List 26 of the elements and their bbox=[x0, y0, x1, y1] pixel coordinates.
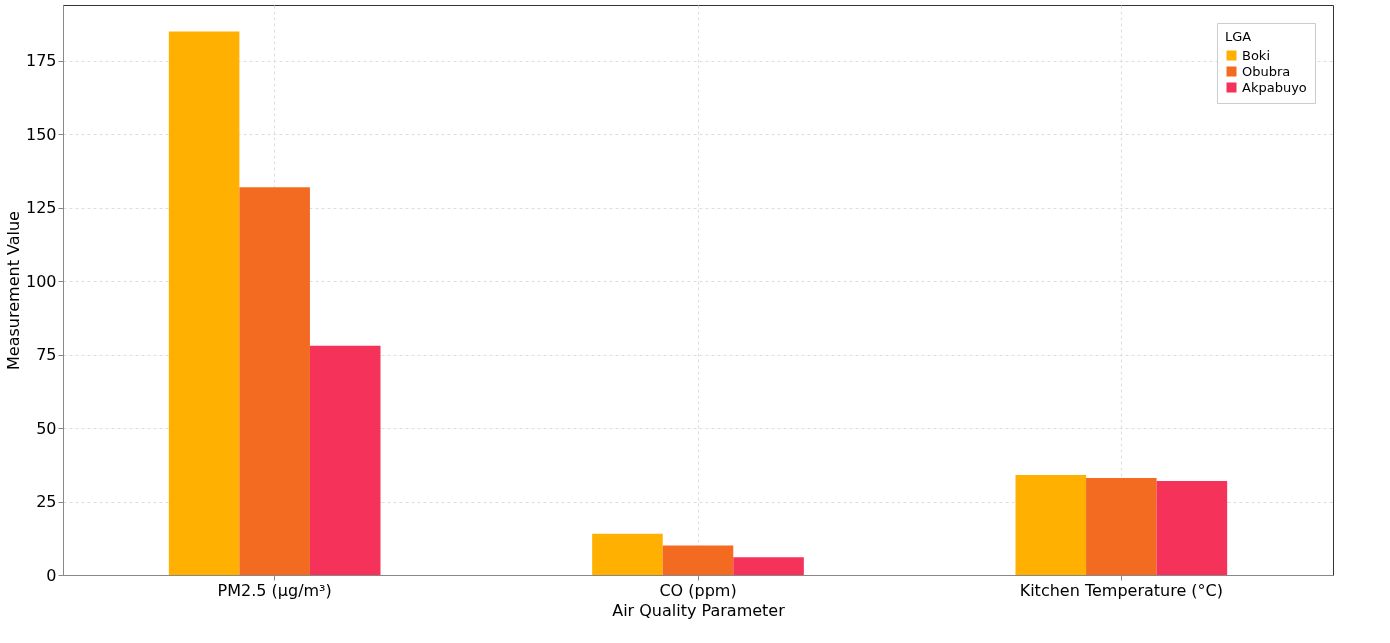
legend-title: LGA bbox=[1225, 29, 1252, 44]
x-tick-label: CO (ppm) bbox=[659, 580, 737, 600]
bar bbox=[239, 187, 310, 575]
bar bbox=[1156, 480, 1228, 575]
y-tick-label: 0 bbox=[46, 565, 57, 585]
y-tick-label: 150 bbox=[25, 124, 57, 144]
y-axis-title: Measurement Value bbox=[3, 211, 23, 370]
x-axis-title: Air Quality Parameter bbox=[612, 600, 786, 620]
x-tick-label: Kitchen Temperature (°C) bbox=[1019, 580, 1223, 600]
y-tick-label: 75 bbox=[36, 345, 57, 365]
bar bbox=[309, 345, 381, 575]
legend-label: Obubra bbox=[1242, 63, 1291, 79]
y-tick-label: 50 bbox=[36, 418, 57, 438]
bar bbox=[662, 545, 734, 575]
bar bbox=[592, 533, 663, 575]
bar bbox=[168, 31, 240, 575]
legend-label: Akpabuyo bbox=[1242, 79, 1307, 95]
x-tick-label: PM2.5 (µg/m³) bbox=[217, 580, 332, 600]
bar bbox=[1086, 478, 1157, 575]
y-tick-label: 100 bbox=[25, 271, 57, 291]
y-tick-label: 125 bbox=[25, 198, 57, 218]
legend-label: Boki bbox=[1242, 47, 1271, 63]
y-tick-label: 25 bbox=[36, 492, 57, 512]
bar bbox=[733, 557, 804, 575]
bar bbox=[1015, 475, 1087, 575]
y-tick-label: 175 bbox=[25, 51, 57, 71]
